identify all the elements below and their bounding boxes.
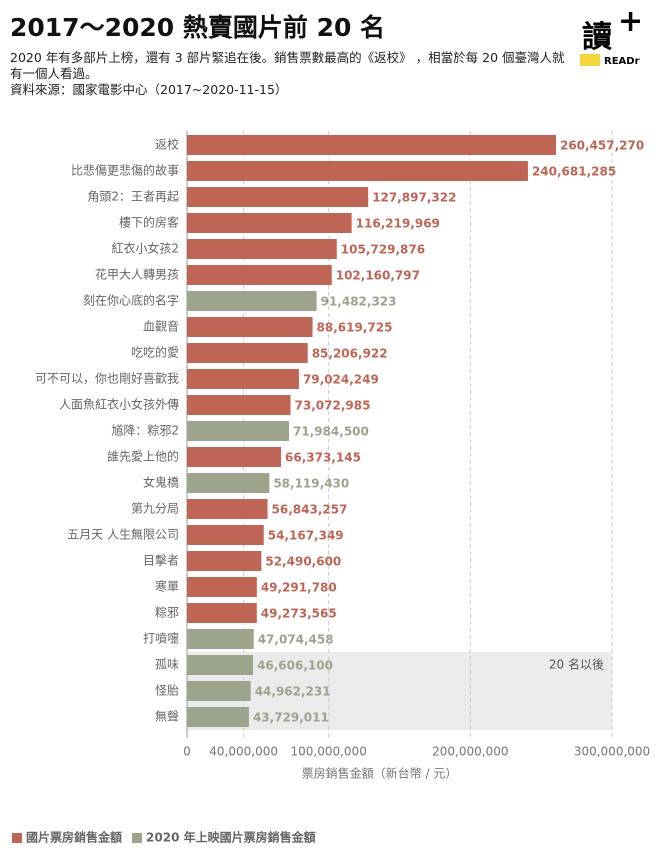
x-tick-label: 0 [183,745,191,759]
y-tick-label: 紅衣小女孩2 [111,241,179,256]
bar [187,265,332,285]
x-tick-label: 40,000,000 [209,745,278,759]
logo-tag [580,54,600,66]
y-tick-label: 馗降：粽邪2 [111,423,179,438]
value-label: 102,160,797 [336,269,420,283]
value-label: 44,962,231 [255,685,331,699]
y-tick-label: 孤味 [155,658,179,672]
bar [187,187,369,207]
bar [187,447,282,467]
y-tick-label: 可不可以，你也剛好喜歡我 [35,371,179,386]
value-label: 71,984,500 [293,425,369,439]
value-label: 240,681,285 [532,165,616,179]
bar [187,213,352,233]
legend-swatch [12,833,22,843]
y-tick-label: 角頭2：王者再起 [87,190,179,204]
y-tick-label: 刻在你心底的名字 [83,293,179,308]
logo-brand: READr [604,56,640,67]
y-tick-label: 寒單 [155,579,179,594]
bar [187,239,337,259]
bar [187,603,257,623]
y-tick-label: 吃吃的愛 [131,345,179,360]
bar [187,317,313,337]
value-label: 127,897,322 [372,191,456,205]
legend-label: 國片票房銷售金額 [26,830,122,845]
value-label: 47,074,458 [258,633,334,647]
value-label: 43,729,011 [253,711,329,725]
y-tick-label: 粽邪 [155,605,179,620]
bar [187,551,262,571]
x-tick-label: 300,000,000 [574,745,650,759]
y-tick-label: 女鬼橋 [143,475,179,490]
value-label: 46,606,100 [257,659,333,673]
y-tick-label: 花甲大人轉男孩 [95,267,179,282]
x-axis-label: 票房銷售金額（新台幣 / 元） [302,766,458,781]
y-tick-label: 血觀音 [143,319,179,334]
y-tick-label: 人面魚紅衣小女孩外傳 [59,397,179,412]
value-label: 79,024,249 [303,373,379,387]
value-label: 54,167,349 [268,529,344,543]
bar [187,655,254,675]
value-label: 58,119,430 [273,477,349,491]
bar [187,681,251,701]
bar [187,291,317,311]
bar [187,161,528,181]
value-label: 49,273,565 [261,607,337,621]
bar [187,629,254,649]
value-label: 91,482,323 [321,295,397,309]
value-label: 88,619,725 [317,321,393,335]
value-label: 260,457,270 [560,139,644,153]
bar [187,135,556,155]
y-tick-label: 返校 [155,137,179,152]
y-tick-label: 打噴嚏 [143,632,179,646]
shaded-region [187,652,612,730]
x-tick-label: 100,000,000 [290,745,366,759]
bar [187,395,291,415]
annotation: 20 名以後 [549,657,604,672]
title: 2017～2020 熱賣國片前 20 名 [10,13,386,42]
subtitle: 2020 年有多部片上榜，還有 3 部片緊追在後。銷售票數最高的《返校》 ，相當… [10,50,565,81]
y-tick-label: 比悲傷更悲傷的故事 [71,163,179,178]
value-label: 105,729,876 [341,243,425,257]
y-tick-label: 樓下的房客 [119,215,179,230]
legend-swatch [132,833,143,843]
logo-plus: + [618,4,644,39]
bar [187,499,268,519]
bar [187,473,270,493]
value-label: 56,843,257 [272,503,348,517]
value-label: 85,206,922 [312,347,388,361]
y-tick-label: 誰先愛上他的 [107,449,179,464]
x-tick-label: 200,000,000 [432,745,508,759]
value-label: 66,373,145 [285,451,361,465]
y-tick-label: 怪胎 [155,684,179,698]
y-tick-label: 第九分局 [131,502,179,516]
bar [187,577,257,597]
bar [187,369,299,389]
value-label: 52,490,600 [265,555,341,569]
bar [187,525,264,545]
y-tick-label: 目擊者 [143,553,179,568]
source: 資料來源：國家電影中心（2017~2020-11-15） [10,82,288,97]
y-tick-label: 無聲 [155,709,179,724]
y-tick-label: 五月天 人生無限公司 [67,527,179,542]
value-label: 116,219,969 [356,217,440,231]
legend-label: 2020 年上映國片票房銷售金額 [146,830,316,845]
logo: 讀 + READr [580,4,643,70]
bar [187,707,249,727]
bar [187,421,289,441]
header: 2017～2020 熱賣國片前 20 名 2020 年有多部片上榜，還有 3 部… [10,8,570,98]
bar [187,343,308,363]
logo-mark: 讀 [582,20,612,55]
value-label: 49,291,780 [261,581,337,595]
value-label: 73,072,985 [295,399,371,413]
